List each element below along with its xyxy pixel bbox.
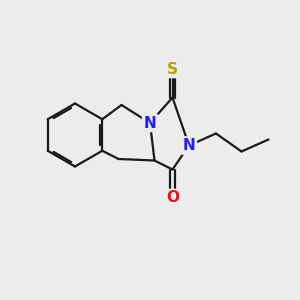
Text: N: N	[144, 116, 156, 130]
Text: N: N	[183, 138, 195, 153]
Text: S: S	[167, 61, 178, 76]
Text: O: O	[166, 190, 179, 206]
